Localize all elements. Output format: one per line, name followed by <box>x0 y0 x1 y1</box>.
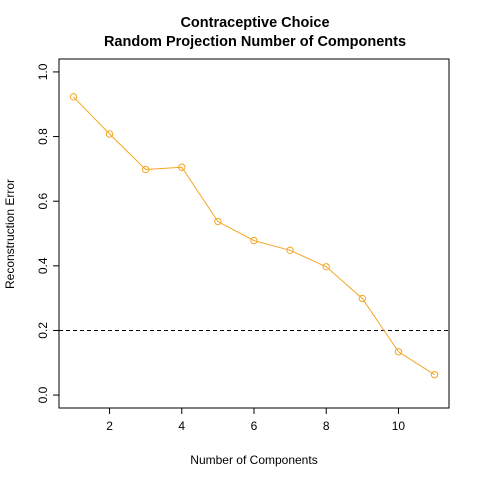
y-axis: 0.0 0.2 0.4 0.6 0.8 1.0 <box>36 63 59 403</box>
data-point <box>286 246 294 255</box>
data-point <box>105 130 114 138</box>
y-tick-label: 0.8 <box>36 128 50 145</box>
y-tick-label: 1.0 <box>36 63 50 80</box>
series-line <box>73 96 435 376</box>
x-axis-label: Number of Components <box>190 453 317 467</box>
data-point <box>358 294 367 303</box>
data-point <box>322 263 330 271</box>
series-layer <box>69 93 439 379</box>
x-tick-label: 6 <box>251 419 258 433</box>
data-point <box>69 93 78 101</box>
data-point <box>141 165 150 174</box>
y-axis-label: Reconstruction Error <box>3 179 17 289</box>
x-tick-label: 2 <box>106 419 113 433</box>
y-tick-label: 0.0 <box>36 386 50 403</box>
plot-frame <box>58 58 450 409</box>
data-point <box>394 348 403 356</box>
x-axis: 2 4 6 8 10 <box>106 408 405 433</box>
data-point <box>430 371 439 379</box>
y-tick-label: 0.6 <box>36 193 50 210</box>
chart-title-line-1: Contraceptive Choice <box>180 15 329 31</box>
y-tick-label: 0.4 <box>36 257 50 274</box>
data-point <box>250 236 258 245</box>
x-tick-label: 10 <box>392 419 406 433</box>
chart-title-line-2: Random Projection Number of Components <box>104 34 406 50</box>
x-tick-label: 8 <box>323 419 330 433</box>
x-tick-label: 4 <box>178 419 185 433</box>
data-point <box>214 217 222 226</box>
y-tick-label: 0.2 <box>36 322 50 339</box>
data-point <box>178 163 186 171</box>
